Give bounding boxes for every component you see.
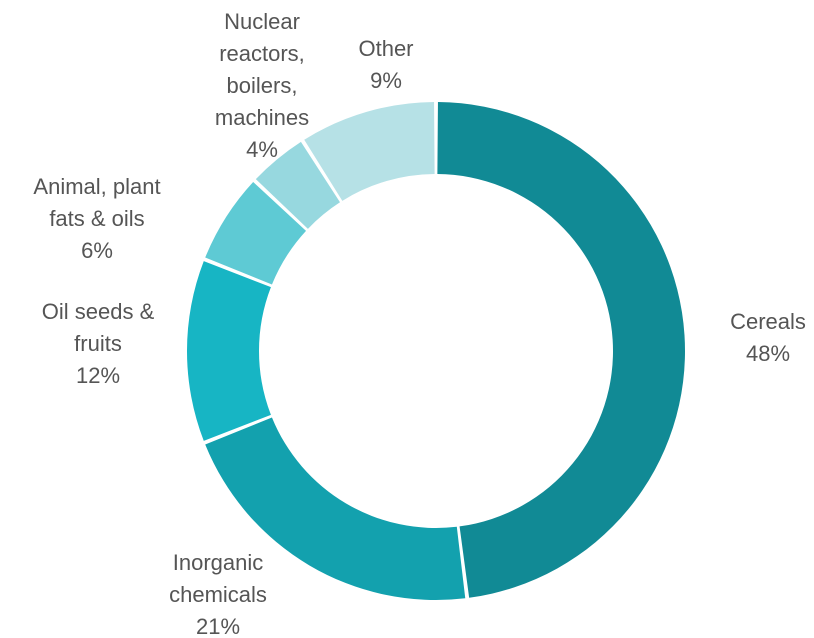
slice-name-label: Nuclear [224,9,300,34]
slice-percent-label: 48% [746,341,790,366]
slice-name-label: Inorganic [173,550,264,575]
slice-name-label: Animal, plant [33,174,160,199]
slice-percent-label: 9% [370,68,402,93]
slice-label: Oil seeds & fruits 12% [42,299,155,388]
slice-label: Animal, plant fats & oils 6% [33,174,160,263]
slice-name-label: fats & oils [49,206,144,231]
slice-percent-label: 6% [81,238,113,263]
slice-label: Nuclear reactors, boilers, machines 4% [215,9,309,162]
slice-name-label: boilers, [227,73,298,98]
slice-nuclear-reactors-boilers-machines [255,141,340,229]
slice-labels: Cereals 48% Inorganic chemicals 21% Oil seeds… [33,9,806,638]
slice-percent-label: 21% [196,614,240,638]
slice-inorganic-chemicals [205,417,466,600]
slice-percent-label: 4% [246,137,278,162]
slice-label: Inorganic chemicals 21% [169,550,267,638]
slice-name-label: chemicals [169,582,267,607]
slice-percent-label: 12% [76,363,120,388]
slice-other [304,102,435,201]
slice-oil-seeds-fruits [187,261,271,441]
slice-name-label: Cereals [730,309,806,334]
slice-name-label: Oil seeds & [42,299,155,324]
slice-name-label: reactors, [219,41,305,66]
slice-cereals [437,102,685,598]
slice-name-label: machines [215,105,309,130]
donut-slices [187,102,685,600]
slice-label: Cereals 48% [730,309,806,366]
slice-animal-plant-fats-oils [205,181,307,285]
slice-label: Other 9% [358,36,413,93]
slice-name-label: Other [358,36,413,61]
slice-name-label: fruits [74,331,122,356]
